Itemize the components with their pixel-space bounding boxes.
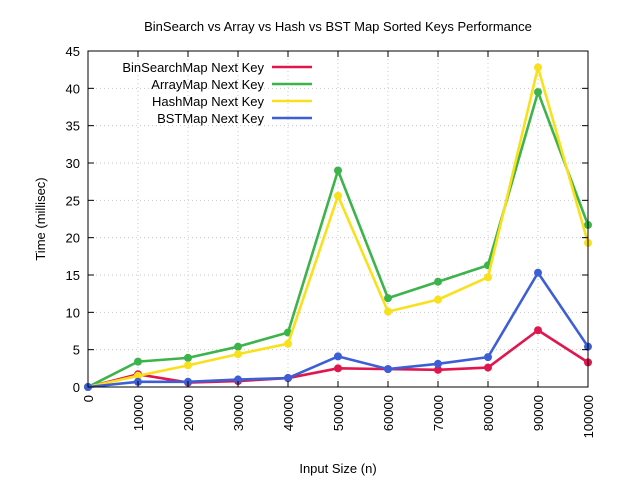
data-point	[334, 166, 342, 175]
x-tick-label: 0	[81, 395, 96, 402]
x-tick-label: 60000	[381, 395, 396, 431]
x-axis-label: Input Size (n)	[299, 461, 376, 476]
data-point	[234, 350, 242, 359]
legend-entry-label: HashMap Next Key	[152, 94, 264, 109]
y-axis-label: Time (millisec)	[33, 177, 48, 260]
data-point	[534, 63, 542, 72]
grid	[88, 51, 588, 387]
data-point	[484, 273, 492, 282]
y-tick-label: 0	[73, 380, 80, 395]
data-point	[434, 277, 442, 286]
data-point	[234, 375, 242, 384]
data-point	[234, 342, 242, 351]
axes: 0 5 10 15 20 25 30 35 40 45 0 10000 20000 30000 40000 5…	[66, 44, 596, 438]
legend-entry-label: ArrayMap Next Key	[151, 77, 264, 92]
data-point	[534, 268, 542, 277]
y-tick-label: 20	[66, 231, 80, 246]
data-point	[284, 374, 292, 383]
data-point	[384, 294, 392, 303]
plot-area	[84, 63, 592, 391]
data-point	[184, 353, 192, 362]
x-tick-label: 90000	[531, 395, 546, 431]
y-tick-label: 35	[66, 119, 80, 134]
x-tick-label: 20000	[181, 395, 196, 431]
data-point	[284, 339, 292, 348]
x-tick-label: 40000	[281, 395, 296, 431]
y-tick-label: 30	[66, 156, 80, 171]
data-point	[184, 361, 192, 370]
data-point	[384, 365, 392, 374]
x-tick-label: 70000	[431, 395, 446, 431]
y-tick-label: 25	[66, 193, 80, 208]
y-tick-label: 45	[66, 44, 80, 59]
legend-entry-label: BinSearchMap Next Key	[122, 60, 264, 75]
data-point	[534, 88, 542, 97]
y-tick-label: 40	[66, 81, 80, 96]
legend: BinSearchMap Next Key ArrayMap Next Key Ha…	[122, 60, 312, 126]
y-tick-label: 15	[66, 268, 80, 283]
y-tick-label: 5	[73, 343, 80, 358]
data-point	[134, 371, 142, 380]
x-tick-label: 100000	[581, 395, 596, 438]
data-point	[334, 352, 342, 361]
x-tick-label: 80000	[481, 395, 496, 431]
data-point	[134, 357, 142, 366]
data-point	[334, 191, 342, 200]
data-point	[484, 363, 492, 372]
legend-entry-label: BSTMap Next Key	[157, 111, 264, 126]
data-point	[534, 326, 542, 335]
data-point	[334, 364, 342, 373]
data-point	[434, 359, 442, 368]
data-point	[434, 295, 442, 304]
data-point	[434, 365, 442, 374]
data-point	[384, 307, 392, 316]
x-tick-label: 30000	[231, 395, 246, 431]
y-tick-label: 10	[66, 305, 80, 320]
x-tick-label: 10000	[131, 395, 146, 431]
data-point	[484, 353, 492, 362]
x-tick-label: 50000	[331, 395, 346, 431]
chart-title: BinSearch vs Array vs Hash vs BST Map So…	[144, 19, 532, 34]
